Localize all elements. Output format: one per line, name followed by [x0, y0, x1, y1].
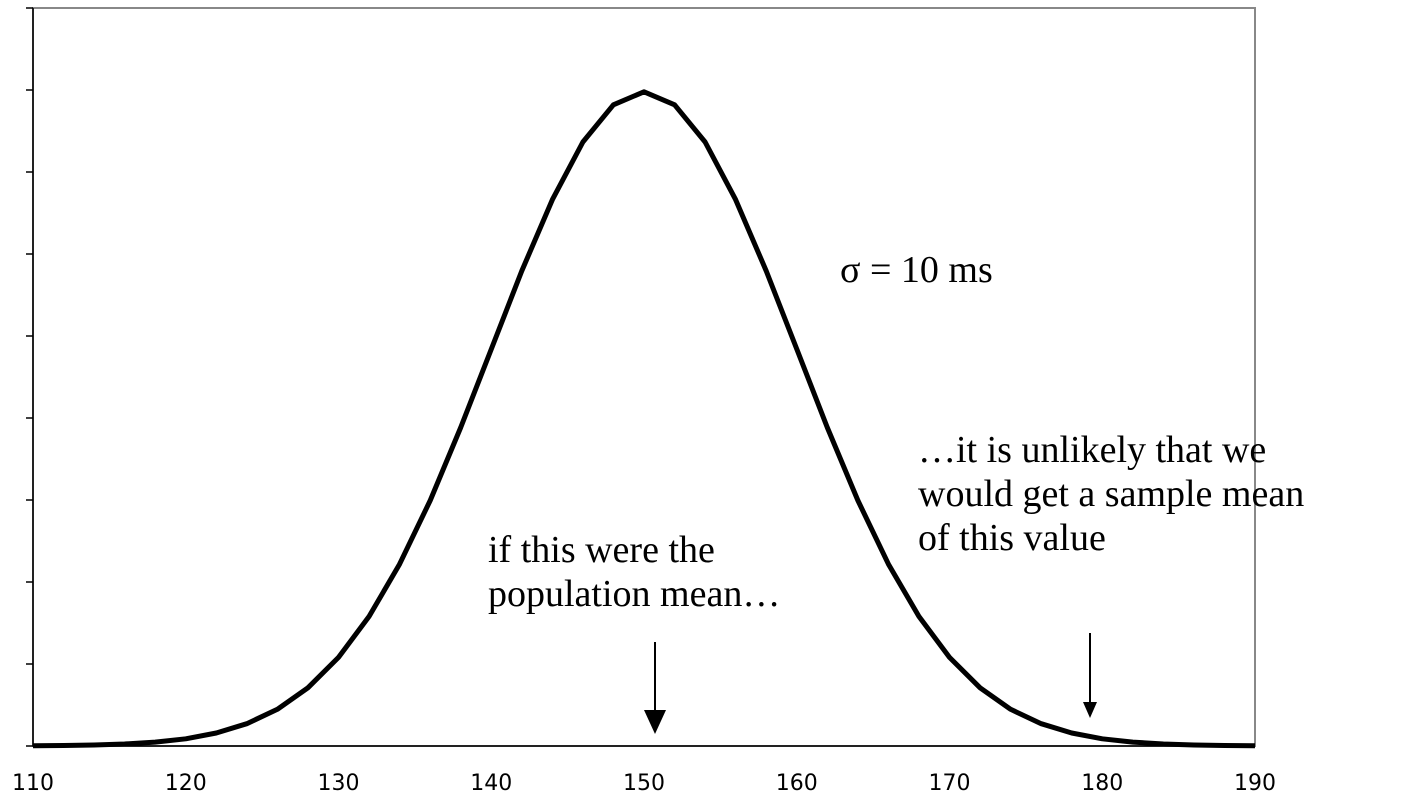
x-tick-label: 120	[165, 771, 207, 796]
annotation: population mean…	[488, 573, 780, 615]
annotation: …it is unlikely that we	[918, 429, 1266, 471]
plot-frame	[32, 7, 1256, 747]
x-tick-label: 150	[623, 771, 665, 796]
arrow	[644, 642, 666, 734]
x-tick-label: 170	[929, 771, 971, 796]
annotation: of this value	[918, 517, 1106, 559]
annotation: would get a sample mean	[918, 473, 1304, 515]
arrow	[1083, 633, 1097, 718]
annotation: σ = 10 ms	[840, 249, 993, 291]
x-tick-label: 140	[470, 771, 512, 796]
x-tick-label: 180	[1081, 771, 1123, 796]
curve	[32, 89, 1256, 749]
x-tick-label: 130	[318, 771, 360, 796]
x-tick-label: 110	[12, 771, 54, 796]
x-tick-label: 160	[776, 771, 818, 796]
annotation: if this were the	[488, 529, 715, 571]
x-tick-label: 190	[1234, 771, 1276, 796]
